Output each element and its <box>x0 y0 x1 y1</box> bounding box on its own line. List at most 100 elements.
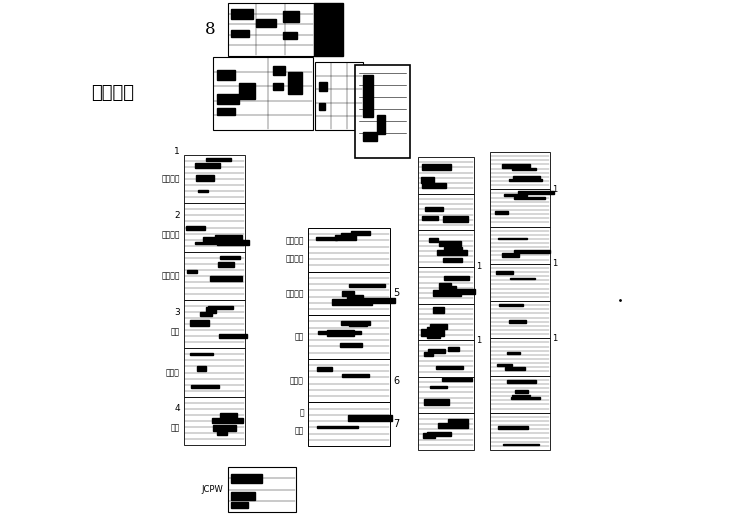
Bar <box>341 321 370 325</box>
Bar <box>308 271 390 315</box>
Bar <box>218 262 234 267</box>
Bar <box>315 3 343 56</box>
Bar <box>319 82 327 91</box>
Bar <box>490 264 550 301</box>
Bar <box>418 413 474 450</box>
Bar <box>418 193 474 230</box>
Bar <box>184 252 245 300</box>
Bar <box>503 164 530 167</box>
Bar <box>349 322 367 326</box>
Bar <box>217 93 239 104</box>
Text: 十五: 十五 <box>171 423 180 432</box>
Bar <box>184 348 245 396</box>
Bar <box>497 364 512 366</box>
Bar <box>377 115 385 134</box>
Bar <box>490 338 550 375</box>
Bar <box>189 320 210 326</box>
Bar <box>217 108 235 116</box>
Bar <box>195 242 227 244</box>
Bar <box>231 492 255 500</box>
Bar <box>443 258 462 262</box>
Bar <box>341 233 353 235</box>
Bar <box>208 240 232 242</box>
Bar <box>512 395 530 396</box>
Bar <box>514 250 550 253</box>
Bar <box>213 57 313 130</box>
Bar <box>515 390 528 393</box>
Bar <box>231 502 248 508</box>
Bar <box>514 197 545 199</box>
Bar <box>273 66 285 75</box>
Text: 地下三层: 地下三层 <box>285 236 304 245</box>
Bar <box>256 19 276 27</box>
Bar <box>437 250 467 255</box>
Text: 地下二层: 地下二层 <box>162 230 180 239</box>
Bar <box>444 247 462 251</box>
Bar <box>355 65 410 158</box>
Bar <box>439 283 451 288</box>
Bar <box>273 83 283 90</box>
Bar <box>509 320 526 323</box>
Text: 二十层: 二十层 <box>290 376 304 385</box>
Bar <box>348 415 392 421</box>
Bar <box>217 70 235 81</box>
Bar <box>239 83 255 99</box>
Bar <box>504 194 527 196</box>
Bar <box>418 304 474 340</box>
Bar <box>490 301 550 338</box>
Bar <box>442 378 472 381</box>
Bar <box>219 413 237 420</box>
Bar <box>430 386 447 388</box>
Bar <box>439 241 461 246</box>
Bar <box>332 299 372 305</box>
Bar <box>191 385 219 388</box>
Text: 1: 1 <box>476 335 482 344</box>
Bar <box>216 240 249 245</box>
Text: 2: 2 <box>175 211 180 220</box>
Bar <box>212 418 243 423</box>
Bar <box>186 226 204 229</box>
Bar <box>512 168 536 170</box>
Bar <box>507 379 536 383</box>
Bar <box>418 340 474 377</box>
Bar <box>427 328 437 333</box>
Bar <box>490 152 550 189</box>
Bar <box>518 191 554 194</box>
Bar <box>308 315 390 359</box>
Bar <box>434 307 443 313</box>
Bar <box>184 155 245 204</box>
Bar <box>308 402 390 446</box>
Bar <box>422 216 438 220</box>
Bar <box>436 366 463 369</box>
Bar <box>283 11 299 22</box>
Text: 地下一层: 地下一层 <box>162 271 180 280</box>
Bar <box>443 286 456 292</box>
Text: 1: 1 <box>175 146 180 155</box>
Text: 1: 1 <box>552 334 557 343</box>
Bar <box>422 164 451 170</box>
Bar <box>219 334 247 338</box>
Bar <box>217 430 227 435</box>
Bar <box>196 175 214 181</box>
Bar <box>206 307 216 313</box>
Bar <box>206 158 231 161</box>
Bar <box>319 103 325 110</box>
Text: 1: 1 <box>552 185 557 194</box>
Bar <box>187 270 197 273</box>
Bar <box>433 290 461 296</box>
Bar <box>421 177 434 183</box>
Bar <box>490 413 550 450</box>
Bar <box>496 271 512 273</box>
Bar <box>215 235 243 241</box>
Bar <box>231 10 253 19</box>
Bar <box>428 238 437 242</box>
Bar <box>335 235 356 240</box>
Bar <box>428 349 446 353</box>
Bar <box>342 291 354 296</box>
Bar <box>424 399 449 405</box>
Bar <box>288 72 302 93</box>
Bar <box>184 204 245 252</box>
Bar <box>231 30 249 38</box>
Bar <box>341 343 363 347</box>
Text: 地下三层: 地下三层 <box>162 175 180 184</box>
